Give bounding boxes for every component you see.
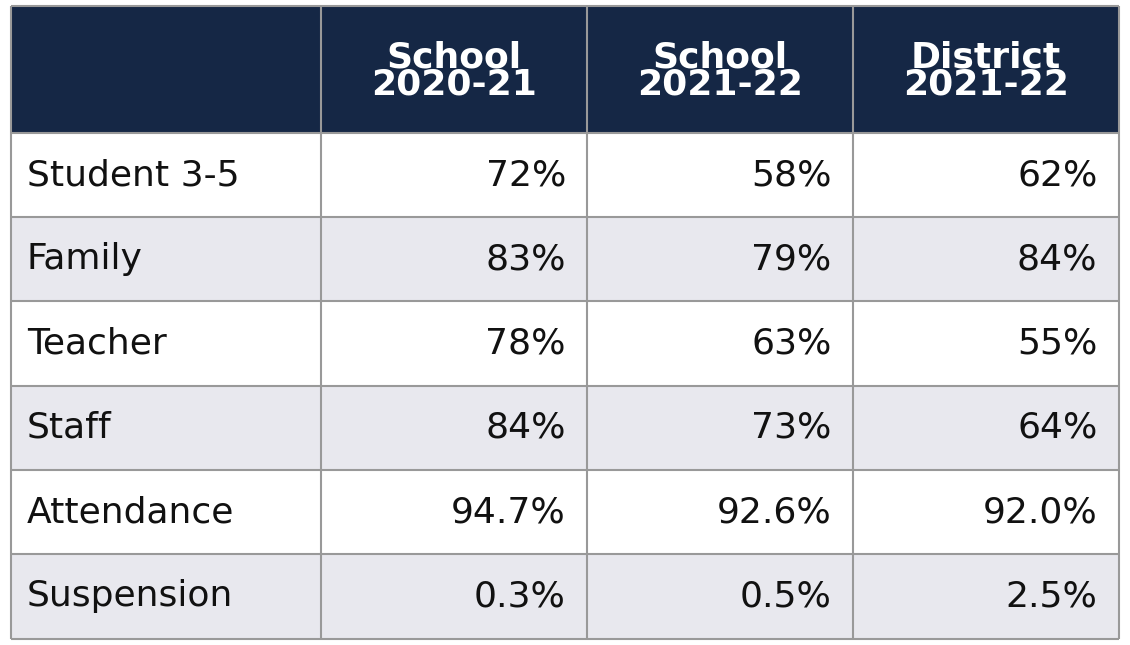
Bar xyxy=(321,133,588,217)
Bar xyxy=(321,470,588,554)
Text: 0.5%: 0.5% xyxy=(740,579,832,613)
Text: 2021-22: 2021-22 xyxy=(903,68,1069,102)
Text: 2.5%: 2.5% xyxy=(1006,579,1097,613)
Text: 84%: 84% xyxy=(486,411,566,445)
Text: 92.0%: 92.0% xyxy=(983,495,1097,529)
Bar xyxy=(321,386,588,470)
Bar xyxy=(853,217,1119,301)
Text: 63%: 63% xyxy=(751,326,832,361)
Bar xyxy=(11,554,321,639)
Text: Suspension: Suspension xyxy=(27,579,233,613)
Bar xyxy=(588,217,853,301)
Text: 64%: 64% xyxy=(1017,411,1097,445)
Text: 2021-22: 2021-22 xyxy=(637,68,803,102)
Bar xyxy=(11,133,321,217)
Text: Staff: Staff xyxy=(27,411,112,445)
Bar xyxy=(853,6,1119,133)
Bar xyxy=(11,470,321,554)
Text: 0.3%: 0.3% xyxy=(473,579,566,613)
Bar xyxy=(321,217,588,301)
Text: 55%: 55% xyxy=(1017,326,1097,361)
Text: Student 3-5: Student 3-5 xyxy=(27,158,240,192)
Text: Family: Family xyxy=(27,243,142,276)
Text: School: School xyxy=(386,40,522,74)
Text: 73%: 73% xyxy=(751,411,832,445)
Text: 62%: 62% xyxy=(1017,158,1097,192)
Bar xyxy=(11,301,321,386)
Bar xyxy=(321,301,588,386)
Text: Teacher: Teacher xyxy=(27,326,166,361)
Bar xyxy=(321,6,588,133)
Text: 78%: 78% xyxy=(486,326,566,361)
Bar xyxy=(588,301,853,386)
Text: 72%: 72% xyxy=(486,158,566,192)
Bar xyxy=(588,386,853,470)
Bar xyxy=(11,217,321,301)
Bar xyxy=(853,301,1119,386)
Text: School: School xyxy=(652,40,788,74)
Text: 2020-21: 2020-21 xyxy=(372,68,537,102)
Bar xyxy=(853,386,1119,470)
Bar xyxy=(321,554,588,639)
Bar xyxy=(588,133,853,217)
Bar xyxy=(588,554,853,639)
Bar xyxy=(11,386,321,470)
Text: District: District xyxy=(911,40,1061,74)
Text: 92.6%: 92.6% xyxy=(716,495,832,529)
Text: 84%: 84% xyxy=(1017,243,1097,276)
Bar xyxy=(853,133,1119,217)
Bar xyxy=(853,470,1119,554)
Bar xyxy=(11,6,321,133)
Text: Attendance: Attendance xyxy=(27,495,234,529)
Text: 79%: 79% xyxy=(751,243,832,276)
Text: 83%: 83% xyxy=(486,243,566,276)
Bar xyxy=(588,6,853,133)
Bar xyxy=(853,554,1119,639)
Text: 94.7%: 94.7% xyxy=(451,495,566,529)
Bar xyxy=(588,470,853,554)
Text: 58%: 58% xyxy=(751,158,832,192)
